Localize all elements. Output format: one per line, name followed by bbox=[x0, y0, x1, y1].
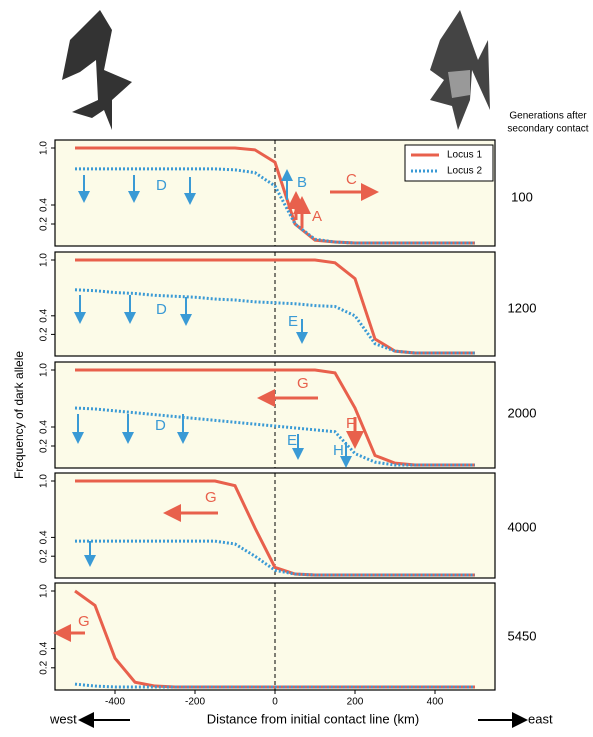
y-tick-label: 0.2 bbox=[39, 549, 50, 563]
x-tick-label: 0 bbox=[272, 697, 278, 708]
y-tick-label: 1.0 bbox=[39, 474, 50, 488]
annotation: E bbox=[287, 432, 297, 449]
y-tick-label: 0.2 bbox=[39, 439, 50, 453]
y-tick-label: 1.0 bbox=[39, 363, 50, 377]
x-tick-label: 200 bbox=[347, 697, 364, 708]
legend-label: Locus 1 bbox=[447, 150, 482, 161]
y-tick-label: 0.4 bbox=[39, 198, 50, 212]
x-tick-label: -200 bbox=[185, 697, 205, 708]
annotation: A bbox=[312, 208, 322, 225]
panel: 0.2 0.4 1.0 G F E H D 2000 bbox=[39, 361, 537, 469]
generation-label: 5450 bbox=[508, 628, 537, 643]
east-label: east bbox=[528, 711, 553, 726]
line-0 bbox=[75, 368, 475, 467]
annotation: C bbox=[346, 171, 357, 188]
gen-header: secondary contact bbox=[507, 124, 588, 135]
gen-header: Generations after bbox=[509, 111, 587, 122]
y-tick-label: 0.4 bbox=[39, 308, 50, 322]
y-tick-label: 0.2 bbox=[39, 217, 50, 231]
panel: 0.2 0.4 1.0 G 5450 -400 -200 0 200 400 bbox=[39, 582, 537, 708]
annotation: H bbox=[333, 442, 344, 459]
y-axis-label: Frequency of dark allele bbox=[12, 351, 26, 479]
y-tick-label: 0.2 bbox=[39, 327, 50, 341]
west-label: west bbox=[49, 711, 77, 726]
generation-label: 2000 bbox=[508, 405, 537, 420]
panel: 0.2 0.4 1.0 D E 1200 bbox=[39, 251, 537, 357]
annotation: D bbox=[156, 301, 167, 318]
line-1 bbox=[74, 682, 475, 689]
bird-light bbox=[430, 10, 490, 130]
generation-label: 100 bbox=[511, 189, 533, 204]
line-1 bbox=[74, 406, 475, 467]
annotation: B bbox=[297, 174, 307, 191]
x-tick-label: 400 bbox=[427, 697, 444, 708]
y-tick-label: 1.0 bbox=[39, 584, 50, 598]
legend-label: Locus 2 bbox=[447, 166, 482, 177]
annotation: G bbox=[297, 375, 309, 392]
line-1 bbox=[75, 167, 475, 245]
legend-box bbox=[404, 144, 494, 182]
line-1 bbox=[75, 539, 475, 577]
y-tick-label: 0.2 bbox=[39, 660, 50, 674]
generation-label: 1200 bbox=[508, 300, 537, 315]
x-axis-label: Distance from initial contact line (km) bbox=[207, 711, 419, 726]
panel: 0.2 0.4 1.0 Locus 1 Locus 2 AB C D 100 bbox=[39, 139, 533, 247]
line-0 bbox=[75, 258, 475, 355]
annotation: F bbox=[346, 415, 355, 432]
bird-dark bbox=[62, 10, 132, 130]
panel: 0.2 0.4 1.0 G 4000 bbox=[39, 472, 537, 579]
annotation: D bbox=[155, 417, 166, 434]
line-1 bbox=[74, 288, 475, 355]
y-tick-label: 1.0 bbox=[39, 253, 50, 267]
y-tick-label: 0.4 bbox=[39, 530, 50, 544]
annotation: D bbox=[156, 177, 167, 194]
annotation: E bbox=[288, 313, 298, 330]
annotation: G bbox=[78, 613, 90, 630]
y-tick-label: 0.4 bbox=[39, 420, 50, 434]
y-tick-label: 1.0 bbox=[39, 141, 50, 155]
y-tick-label: 0.4 bbox=[39, 641, 50, 655]
x-tick-label: -400 bbox=[105, 697, 125, 708]
annotation: G bbox=[205, 489, 217, 506]
generation-label: 4000 bbox=[508, 519, 537, 534]
